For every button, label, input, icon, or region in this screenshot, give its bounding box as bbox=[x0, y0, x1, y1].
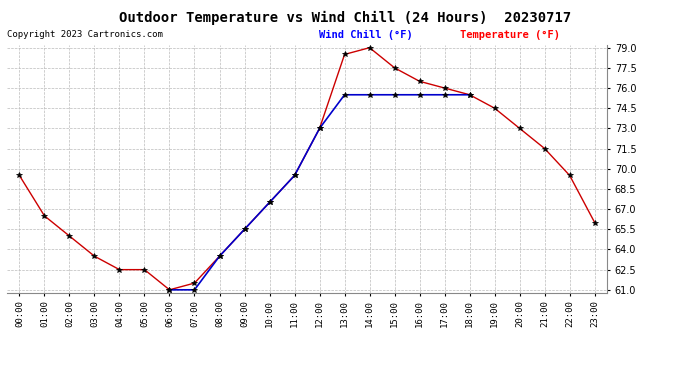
Text: Copyright 2023 Cartronics.com: Copyright 2023 Cartronics.com bbox=[7, 30, 163, 39]
Text: Outdoor Temperature vs Wind Chill (24 Hours)  20230717: Outdoor Temperature vs Wind Chill (24 Ho… bbox=[119, 11, 571, 26]
Text: Temperature (°F): Temperature (°F) bbox=[460, 30, 560, 40]
Text: Wind Chill (°F): Wind Chill (°F) bbox=[319, 30, 419, 40]
